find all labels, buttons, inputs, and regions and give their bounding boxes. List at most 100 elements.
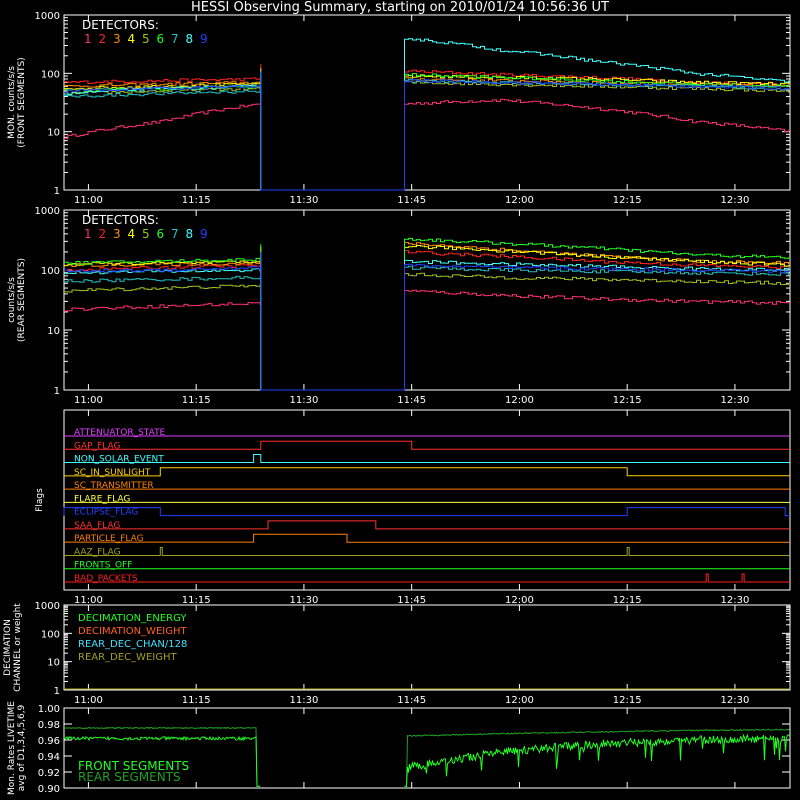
y-tick-label: 100 — [41, 266, 60, 277]
legend-detector-7: 7 — [171, 227, 179, 241]
series-detector-2 — [64, 64, 790, 191]
decimation-legend-2: REAR_DEC_CHAN/128 — [78, 639, 187, 650]
flag-label: NON_SOLAR_EVENT — [74, 455, 164, 465]
x-tick-label: 12:15 — [613, 195, 642, 206]
legend-detector-5: 5 — [142, 32, 150, 46]
y-tick-label: 100 — [41, 69, 60, 80]
y-axis-label: counts/s/s — [7, 277, 17, 323]
y-tick-label: 1 — [54, 686, 60, 697]
legend-detector-8: 8 — [186, 32, 194, 46]
y-axis-label: CHANNEL or weight — [13, 603, 23, 692]
rear-rates-frame — [63, 209, 791, 391]
series-detector-6 — [64, 71, 790, 191]
livetime-series-front — [63, 733, 790, 787]
livetime-series-rear — [64, 726, 790, 787]
y-tick-label: 0.98 — [38, 720, 60, 731]
decimation-legend-3: REAR_DEC_WEIGHT — [78, 652, 177, 663]
chart-title: HESSI Observing Summary, starting on 201… — [191, 0, 609, 15]
x-tick-label: 11:45 — [397, 595, 426, 606]
flag-label: PARTICLE_FLAG — [74, 534, 144, 544]
legend-detector-1: 1 — [84, 32, 92, 46]
flags-frame — [63, 409, 791, 591]
decimation-legend-0: DECIMATION_ENERGY — [78, 613, 187, 624]
flag-label: BAD_PACKETS — [74, 574, 138, 584]
y-tick-label: 1 — [54, 186, 60, 197]
y-axis-label: DECIMATION — [3, 619, 13, 676]
legend-detector-9: 9 — [200, 227, 208, 241]
x-tick-label: 11:00 — [74, 695, 103, 706]
y-axis-label: Flags — [35, 488, 45, 512]
legend-detector-2: 2 — [99, 32, 107, 46]
x-tick-label: 12:15 — [613, 595, 642, 606]
x-tick-label: 11:30 — [290, 695, 319, 706]
series-detector-5 — [64, 73, 790, 191]
x-tick-label: 12:15 — [613, 695, 642, 706]
y-axis-label: Mon. Rates LIVETIME — [7, 701, 17, 795]
y-tick-label: 1.00 — [38, 704, 60, 715]
x-tick-label: 12:00 — [505, 595, 534, 606]
livetime-legend-0: FRONT SEGMENTS — [78, 759, 189, 773]
front-rates-frame — [63, 14, 791, 191]
legend-detector-7: 7 — [171, 32, 179, 46]
flag-label: AAZ_FLAG — [74, 547, 121, 557]
y-tick-label: 100 — [41, 629, 60, 640]
legend-detector-3: 3 — [113, 227, 121, 241]
x-tick-label: 12:30 — [721, 695, 750, 706]
legend-heading: DETECTORS: — [82, 18, 159, 32]
series-detector-2 — [64, 249, 790, 391]
series-detector-9 — [64, 252, 790, 391]
flag-line-eclipse-flag — [63, 507, 790, 517]
x-tick-label: 12:00 — [505, 695, 534, 706]
series-detector-9 — [64, 71, 790, 191]
flag-label: FLARE_FLAG — [74, 494, 130, 504]
y-tick-label: 10 — [47, 658, 60, 669]
legend-detector-8: 8 — [186, 227, 194, 241]
flag-label: GAP_FLAG — [74, 441, 120, 451]
series-detector-8 — [64, 254, 790, 391]
livetime-legend-1: REAR SEGMENTS — [78, 770, 181, 784]
legend-detector-3: 3 — [113, 32, 121, 46]
flag-line-gap-flag — [64, 440, 790, 450]
y-tick-label: 1000 — [35, 601, 60, 612]
y-tick-label: 0.96 — [38, 736, 60, 747]
flag-line-bad-packets — [64, 573, 790, 583]
legend-detector-4: 4 — [128, 227, 136, 241]
y-tick-label: 1000 — [35, 206, 60, 217]
x-tick-label: 12:00 — [505, 395, 534, 406]
x-tick-label: 11:15 — [182, 195, 211, 206]
y-axis-label: (FRONT SEGMENTS) — [17, 57, 27, 147]
decimation-legend-1: DECIMATION_WEIGHT — [78, 626, 187, 637]
series-detector-7 — [64, 262, 790, 391]
x-tick-label: 11:45 — [397, 395, 426, 406]
y-tick-label: 1000 — [35, 11, 60, 22]
x-tick-label: 11:00 — [74, 195, 103, 206]
decimation-frame — [63, 604, 791, 691]
flag-line-aaz-flag — [64, 547, 790, 556]
flag-label: ATTENUATOR_STATE — [74, 428, 166, 438]
x-tick-label: 11:30 — [290, 395, 319, 406]
legend-heading: DETECTORS: — [82, 213, 159, 227]
x-tick-label: 11:00 — [74, 595, 103, 606]
flag-line-particle-flag — [64, 533, 790, 543]
flag-line-saa-flag — [64, 520, 790, 530]
x-tick-label: 12:00 — [505, 195, 534, 206]
legend-detector-5: 5 — [142, 227, 150, 241]
series-detector-3 — [64, 242, 790, 391]
y-tick-label: 1 — [54, 386, 60, 397]
legend-detector-9: 9 — [200, 32, 208, 46]
x-tick-label: 12:30 — [721, 395, 750, 406]
flag-label: ECLIPSE_FLAG — [74, 508, 138, 518]
y-tick-label: 0.90 — [38, 784, 60, 795]
x-tick-label: 12:30 — [721, 595, 750, 606]
legend-detector-4: 4 — [128, 32, 136, 46]
x-tick-label: 12:30 — [721, 195, 750, 206]
flag-line-sc-in-sunlight — [64, 467, 790, 477]
y-axis-label: (REAR SEGMENTS) — [17, 258, 27, 342]
x-tick-label: 11:00 — [74, 395, 103, 406]
x-tick-label: 12:15 — [613, 395, 642, 406]
series-detector-4 — [64, 245, 790, 391]
flag-line-non-solar-event — [64, 454, 790, 464]
x-tick-label: 11:15 — [182, 595, 211, 606]
flag-label: SAA_FLAG — [74, 521, 120, 531]
livetime-frame — [63, 707, 791, 789]
